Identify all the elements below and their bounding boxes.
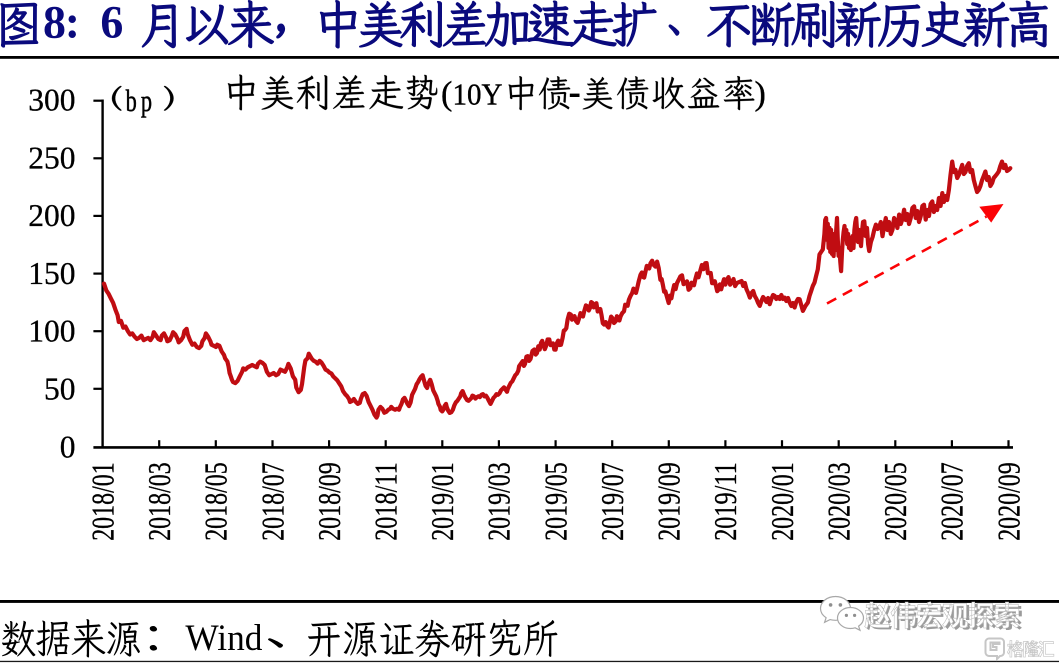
svg-text:10Y: 10Y [453, 77, 503, 112]
svg-text:(: ( [441, 76, 452, 113]
svg-text:50: 50 [44, 372, 76, 407]
svg-text::: : [65, 0, 80, 47]
svg-text:2019/03: 2019/03 [482, 462, 517, 541]
svg-text:2018/11: 2018/11 [369, 462, 404, 541]
svg-text:2018/01: 2018/01 [86, 462, 121, 541]
svg-text:2019/05: 2019/05 [539, 462, 574, 541]
svg-text:Wind: Wind [185, 617, 262, 659]
svg-text:p: p [141, 83, 152, 117]
svg-text:2020/03: 2020/03 [822, 462, 857, 541]
svg-text:2020/09: 2020/09 [992, 462, 1027, 541]
svg-text:2018/05: 2018/05 [199, 462, 234, 541]
svg-text:2020/05: 2020/05 [878, 462, 913, 541]
svg-text:2020/01: 2020/01 [765, 462, 800, 541]
svg-text:2018/09: 2018/09 [312, 462, 347, 541]
svg-text:2018/07: 2018/07 [256, 462, 291, 541]
svg-text:6: 6 [100, 0, 123, 47]
svg-text:8: 8 [43, 0, 66, 47]
svg-text:): ) [755, 76, 766, 113]
svg-text:300: 300 [28, 83, 75, 118]
svg-text:2019/09: 2019/09 [652, 462, 687, 541]
svg-text:2018/03: 2018/03 [142, 462, 177, 541]
svg-text:250: 250 [28, 140, 75, 175]
svg-text:0: 0 [60, 429, 76, 464]
svg-text:200: 200 [28, 198, 75, 233]
svg-text:150: 150 [28, 256, 75, 291]
svg-text:2020/07: 2020/07 [935, 462, 970, 541]
svg-text:100: 100 [28, 314, 75, 349]
svg-text:b: b [126, 83, 137, 117]
svg-text:2019/01: 2019/01 [425, 462, 460, 541]
svg-text:2019/11: 2019/11 [709, 462, 744, 541]
svg-text:2019/07: 2019/07 [595, 462, 630, 541]
